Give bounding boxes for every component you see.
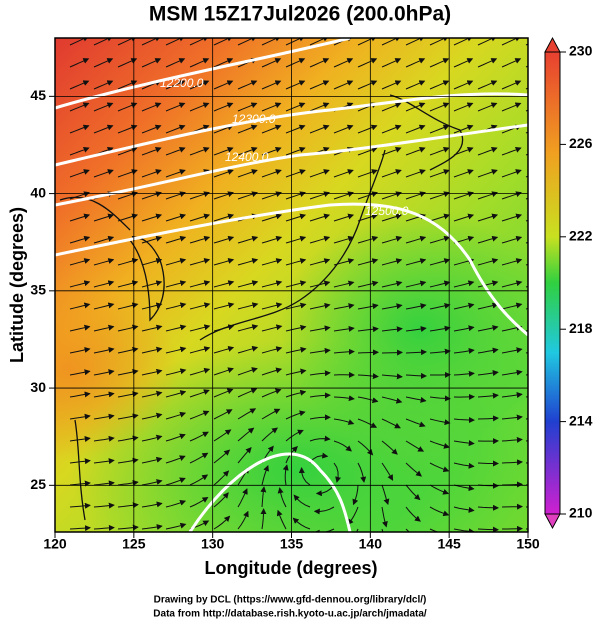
x-tick-label: 125	[122, 536, 146, 552]
streamline	[526, 148, 545, 155]
x-tick-label: 120	[43, 536, 67, 552]
streamline	[382, 352, 402, 353]
colorbar-tick-label: 230	[569, 43, 593, 59]
colorbar-tick-label: 226	[569, 135, 593, 151]
y-axis-label: Latitude (degrees)	[7, 207, 27, 363]
streamline	[526, 349, 546, 353]
streamline	[526, 506, 546, 507]
footer-line: Data from http://database.rish.kyoto-u.a…	[153, 609, 427, 620]
colorbar-extend-bottom	[545, 514, 560, 528]
colorbar-extend-top	[545, 38, 560, 52]
contour-label: 12200.0	[160, 76, 204, 90]
streamline	[478, 463, 498, 464]
y-tick-label: 25	[30, 476, 46, 492]
streamline	[526, 103, 545, 111]
y-tick-label: 35	[30, 282, 46, 298]
streamline	[526, 372, 546, 376]
colorbar-tick-label: 214	[569, 412, 593, 428]
x-tick-label: 140	[359, 536, 383, 552]
x-tick-label: 145	[437, 536, 461, 552]
contour-label: 12400.0	[225, 150, 269, 164]
streamline	[526, 327, 546, 331]
streamline	[526, 237, 545, 243]
x-tick-label: 150	[516, 536, 540, 552]
streamline	[526, 439, 546, 441]
contour-label: 12300.0	[232, 112, 276, 126]
x-tick-label: 130	[201, 536, 225, 552]
contour-label: 12500.0	[365, 204, 409, 218]
y-tick-label: 40	[30, 184, 46, 200]
y-tick-label: 45	[30, 87, 46, 103]
y-tick-label: 30	[30, 379, 46, 395]
map-field	[0, 37, 560, 600]
footer-line: Drawing by DCL (https://www.gfd-dennou.o…	[154, 595, 427, 606]
title: MSM 15Z17Jul2026 (200.0hPa)	[149, 3, 451, 26]
streamline	[526, 304, 545, 309]
x-tick-label: 135	[280, 536, 304, 552]
streamline	[526, 461, 546, 463]
colorbar-tick-label: 222	[569, 228, 593, 244]
streamline	[502, 507, 522, 508]
x-axis-label: Longitude (degrees)	[204, 558, 377, 578]
streamline	[526, 126, 545, 133]
streamline	[526, 81, 544, 89]
streamline	[526, 193, 545, 199]
streamline	[526, 260, 545, 265]
streamline	[526, 484, 546, 486]
streamline	[526, 215, 545, 221]
streamline	[526, 394, 546, 397]
streamline	[526, 528, 546, 529]
streamline	[526, 416, 546, 419]
streamline	[526, 282, 545, 287]
colorbar	[545, 52, 560, 514]
colorbar-tick-label: 218	[569, 320, 593, 336]
streamline	[526, 170, 545, 177]
colorbar-tick-label: 210	[569, 505, 593, 521]
